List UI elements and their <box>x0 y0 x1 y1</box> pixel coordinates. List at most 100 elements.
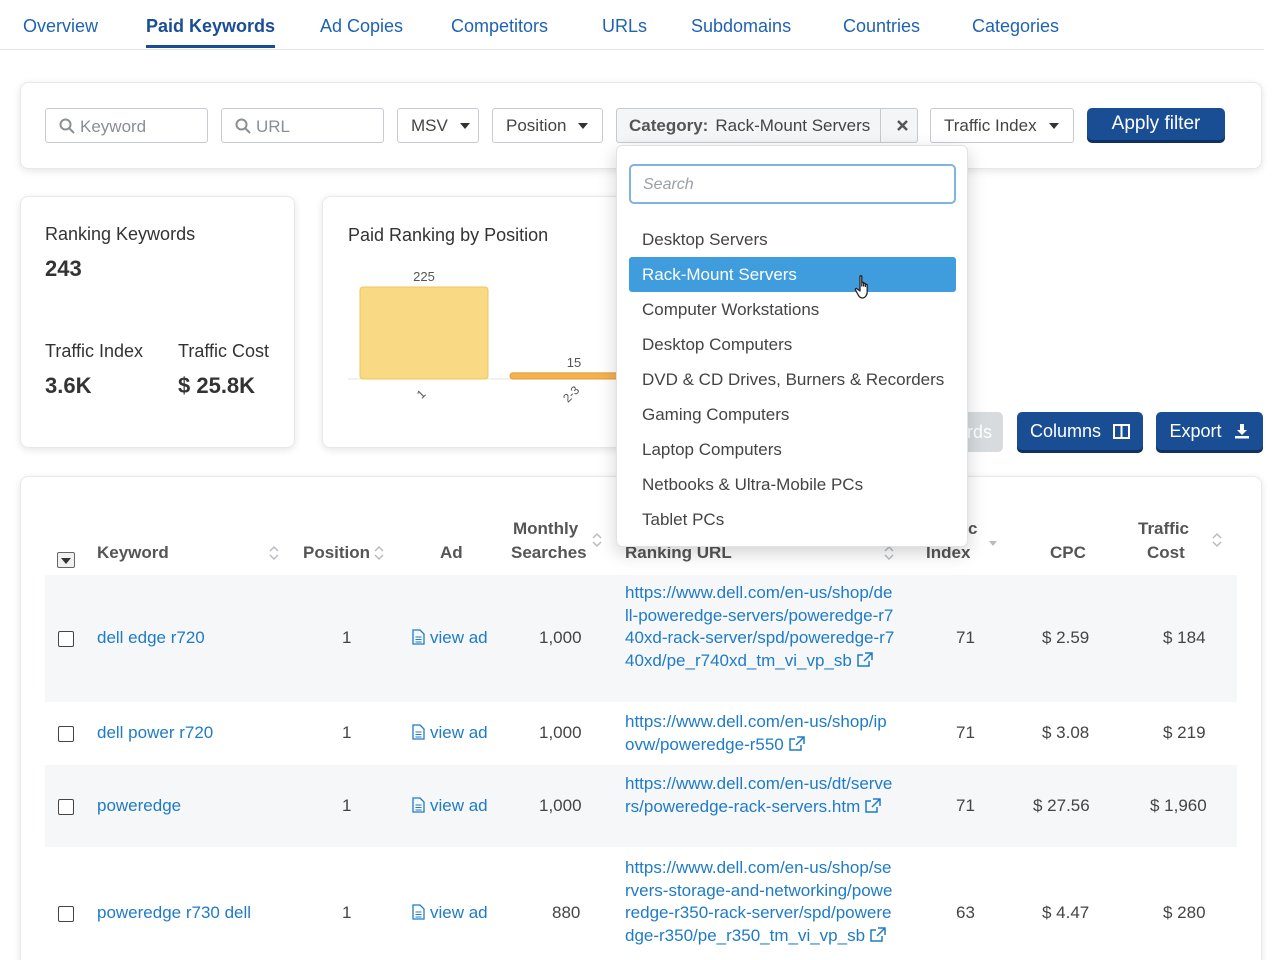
select-all-dropdown[interactable] <box>57 552 75 568</box>
sort-icon[interactable] <box>1212 532 1222 548</box>
cpc-value: $ 2.59 <box>1042 628 1090 647</box>
header-monthly[interactable]: Monthly <box>513 519 579 538</box>
dropdown-item-laptop-computers[interactable]: Laptop Computers <box>642 440 782 459</box>
columns-button[interactable]: Columns <box>1017 412 1143 450</box>
position-value: 1 <box>342 723 352 742</box>
chevron-down-icon <box>578 122 589 129</box>
stats-card <box>20 196 295 448</box>
traffic-index-value: 71 <box>956 796 975 815</box>
chart-title: Paid Ranking by Position <box>348 225 549 245</box>
tab-overview[interactable]: Overview <box>23 16 99 36</box>
header-traffic[interactable]: Traffic <box>1138 519 1190 538</box>
dropdown-item-gaming-computers[interactable]: Gaming Computers <box>642 405 790 424</box>
header-cost[interactable]: Cost <box>1147 543 1185 562</box>
tab-ad-copies[interactable]: Ad Copies <box>320 16 404 36</box>
view-ad-link[interactable]: view ad <box>412 723 488 743</box>
ranking-url-link[interactable]: https://www.dell.com/en-us/dt/servers/po… <box>625 773 895 818</box>
searches-value: 1,000 <box>539 796 582 815</box>
chart-bar[interactable] <box>359 286 489 380</box>
url-filter-input[interactable]: URL <box>221 108 384 143</box>
external-link-icon <box>870 926 886 942</box>
keyword-filter-input[interactable]: Keyword <box>45 108 208 143</box>
keyword-placeholder: Keyword <box>80 117 147 136</box>
header-traffic-partial: c <box>968 519 978 538</box>
ranking-url-link[interactable]: https://www.dell.com/en-us/shop/dell-pow… <box>625 582 895 672</box>
keyword-link[interactable]: dell power r720 <box>97 723 214 742</box>
category-value: Rack-Mount Servers <box>715 115 871 135</box>
category-filter[interactable]: Category: Rack-Mount Servers <box>616 108 918 143</box>
header-searches[interactable]: Searches <box>511 543 587 562</box>
document-icon <box>412 904 425 920</box>
row-checkbox[interactable] <box>58 631 74 647</box>
header-keyword[interactable]: Keyword <box>97 543 169 562</box>
sort-icon[interactable] <box>269 545 279 561</box>
tab-paid-keywords[interactable]: Paid Keywords <box>146 16 276 48</box>
traffic-cost-value: $ 184 <box>1163 628 1206 647</box>
view-ad-link[interactable]: view ad <box>412 796 488 816</box>
traffic-index-stat-value: 3.6K <box>45 373 92 398</box>
dropdown-item-computer-workstations[interactable]: Computer Workstations <box>642 300 820 319</box>
row-checkbox[interactable] <box>58 726 74 742</box>
sort-icon[interactable] <box>884 545 894 561</box>
columns-label: Columns <box>1029 420 1102 441</box>
keyword-link[interactable]: dell edge r720 <box>97 628 205 647</box>
dropdown-item-rack-mount-servers[interactable]: Rack-Mount Servers <box>629 257 956 292</box>
searches-value: 1,000 <box>539 723 582 742</box>
traffic-cost-value: $ 219 <box>1163 723 1206 742</box>
msv-label: MSV <box>411 115 448 135</box>
row-checkbox[interactable] <box>58 906 74 922</box>
keyword-link[interactable]: poweredge <box>97 796 182 815</box>
export-button[interactable]: Export <box>1156 412 1263 450</box>
tab-urls[interactable]: URLs <box>602 16 648 36</box>
keyword-link[interactable]: poweredge r730 dell <box>97 903 252 922</box>
ranking-url-link[interactable]: https://www.dell.com/en-us/shop/ipovw/po… <box>625 711 895 756</box>
close-icon[interactable] <box>887 110 917 141</box>
msv-dropdown[interactable]: MSV <box>397 108 479 143</box>
sort-desc-icon[interactable] <box>988 536 998 552</box>
dropdown-item-tablet-pcs[interactable]: Tablet PCs <box>642 510 725 529</box>
document-icon <box>412 724 425 740</box>
sort-icon[interactable] <box>592 532 602 548</box>
chart-data-label: 225 <box>413 269 435 284</box>
dropdown-item-desktop-computers[interactable]: Desktop Computers <box>642 335 793 354</box>
cpc-value: $ 4.47 <box>1042 903 1090 922</box>
dropdown-item-netbooks[interactable]: Netbooks & Ultra-Mobile PCs <box>642 475 864 494</box>
header-traffic-index[interactable]: Index <box>926 543 971 562</box>
traffic-index-label: Traffic Index <box>944 115 1037 135</box>
ranking-url-text: https://www.dell.com/en-us/shop/ipovw/po… <box>625 712 887 754</box>
chart-data-label: 15 <box>567 355 581 370</box>
tab-categories[interactable]: Categories <box>972 16 1060 36</box>
ranking-url-text: https://www.dell.com/en-us/dt/servers/po… <box>625 774 893 816</box>
external-link-icon <box>865 797 881 813</box>
url-placeholder: URL <box>256 117 291 136</box>
columns-icon <box>1113 423 1131 439</box>
ranking-keywords-value: 243 <box>45 256 82 281</box>
ranking-url-link[interactable]: https://www.dell.com/en-us/shop/servers-… <box>625 857 895 960</box>
category-search-input[interactable]: Search <box>629 164 956 204</box>
row-checkbox[interactable] <box>58 799 74 815</box>
hand-pointer-icon <box>854 275 868 299</box>
category-dropdown-menu: Search Desktop Servers Rack-Mount Server… <box>616 145 968 547</box>
tab-competitors[interactable]: Competitors <box>451 16 549 36</box>
apply-filter-button[interactable]: Apply filter <box>1087 108 1225 140</box>
dropdown-item-dvd-cd-drives[interactable]: DVD & CD Drives, Burners & Recorders <box>642 370 945 389</box>
view-ad-link[interactable]: view ad <box>412 628 488 648</box>
dropdown-item-desktop-servers[interactable]: Desktop Servers <box>642 230 768 249</box>
traffic-cost-value: $ 1,960 <box>1150 796 1207 815</box>
header-ranking-url[interactable]: Ranking URL <box>625 543 732 562</box>
chart-tick-label: 2-3 <box>560 383 582 405</box>
position-dropdown[interactable]: Position <box>492 108 603 143</box>
header-position[interactable]: Position <box>303 543 371 562</box>
divider <box>880 109 881 142</box>
category-search-placeholder: Search <box>643 176 694 193</box>
keywords-table-card <box>20 476 1262 960</box>
traffic-index-dropdown[interactable]: Traffic Index <box>930 108 1074 143</box>
tab-countries[interactable]: Countries <box>843 16 921 36</box>
sort-icon[interactable] <box>374 545 384 561</box>
view-ad-link[interactable]: view ad <box>412 903 488 923</box>
table-row <box>45 765 1237 847</box>
view-ad-label: view ad <box>430 903 488 922</box>
view-ad-label: view ad <box>430 628 488 647</box>
header-cpc[interactable]: CPC <box>1050 543 1086 562</box>
tab-subdomains[interactable]: Subdomains <box>691 16 792 36</box>
